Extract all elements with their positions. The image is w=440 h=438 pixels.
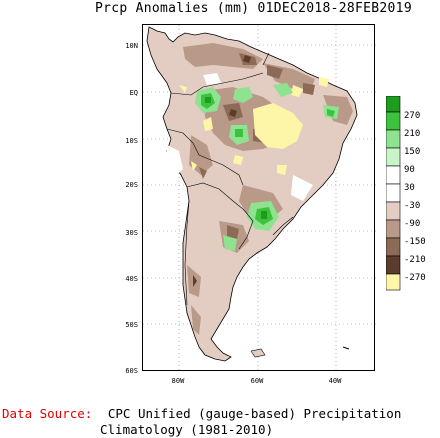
legend-label-m270: -270 xyxy=(404,273,426,283)
country-borders xyxy=(166,52,294,306)
legend-label-210: 210 xyxy=(404,129,420,139)
extreme-wet-anomaly-spots xyxy=(205,97,267,219)
legend-swatch-210 xyxy=(386,111,401,131)
legend-swatch-m150 xyxy=(386,219,401,239)
extreme-dry-anomaly-spots xyxy=(193,55,251,287)
legend-label-150: 150 xyxy=(404,147,420,157)
lon-label-60w: 60W xyxy=(250,377,264,385)
legend-swatch-m90 xyxy=(386,201,401,221)
lat-label-10s: 10S xyxy=(125,137,138,145)
lat-label-10n: 10N xyxy=(125,42,138,50)
lat-label-50s: 50S xyxy=(125,321,138,329)
data-source-line2: Climatology (1981-2010) xyxy=(100,422,274,437)
legend-label-m90: -90 xyxy=(404,219,420,229)
lat-label-30s: 30S xyxy=(125,229,138,237)
lat-label-40s: 40S xyxy=(125,275,138,283)
legend-swatch-m270 xyxy=(386,255,401,275)
legend-swatch-30 xyxy=(386,165,401,185)
lat-label-60s: 60S xyxy=(125,367,138,375)
lat-label-20s: 20S xyxy=(125,181,138,189)
south-georgia-island xyxy=(342,346,350,350)
legend-label-m210: -210 xyxy=(404,255,426,265)
color-legend: 270 210 150 90 30 -30 -90 -150 -210 -270 xyxy=(386,96,426,291)
legend-label-m30: -30 xyxy=(404,201,420,211)
data-source: Data Source: CPC Unified (gauge-based) P… xyxy=(2,406,402,437)
legend-swatch-below xyxy=(386,273,401,291)
map-title: Prcp Anomalies (mm) 01DEC2018-28FEB2019 xyxy=(95,1,412,16)
neutral-anomaly-areas xyxy=(167,73,313,201)
legend-swatch-150 xyxy=(386,129,401,149)
lon-label-80w: 80W xyxy=(171,377,185,385)
data-source-line1: CPC Unified (gauge-based) Precipitation xyxy=(107,406,402,421)
map-frame xyxy=(142,24,376,372)
data-source-label: Data Source: xyxy=(2,406,93,421)
legend-label-m150: -150 xyxy=(404,237,426,247)
precip-anomaly-map xyxy=(143,25,376,372)
extreme-dry-yellow-areas xyxy=(179,77,329,175)
legend-label-270: 270 xyxy=(404,111,420,121)
lat-label-eq: EQ xyxy=(129,89,138,97)
legend-swatch-m210 xyxy=(386,237,401,257)
legend-swatch-90 xyxy=(386,147,401,167)
legend-label-90: 90 xyxy=(404,165,415,175)
falkland-islands xyxy=(250,348,266,358)
legend-swatch-m30 xyxy=(386,183,401,203)
lon-label-40w: 40W xyxy=(328,377,342,385)
legend-swatch-270 xyxy=(386,96,401,113)
legend-label-30: 30 xyxy=(404,183,415,193)
